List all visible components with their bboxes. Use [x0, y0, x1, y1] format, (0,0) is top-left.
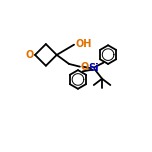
Text: O: O	[81, 62, 89, 72]
Text: Si: Si	[88, 63, 99, 73]
Text: O: O	[26, 50, 34, 60]
Text: OH: OH	[75, 39, 92, 49]
